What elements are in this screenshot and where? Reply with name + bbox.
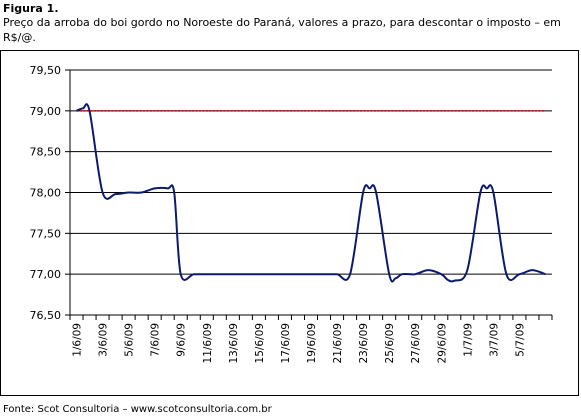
figure-caption: Preço da arroba do boi gordo no Noroeste… bbox=[3, 16, 561, 44]
x-tick-label: 23/6/09 bbox=[358, 323, 370, 363]
x-tick-label: 19/6/09 bbox=[306, 323, 318, 363]
y-tick-label: 79,00 bbox=[30, 105, 62, 118]
x-tick-label: 15/6/09 bbox=[254, 323, 266, 363]
x-tick-label: 27/6/09 bbox=[410, 323, 422, 363]
x-axis-ticks: 1/6/09 3/6/09 5/6/09 7/6/09 9/6/09 11/6/09 13/… bbox=[69, 315, 553, 363]
x-tick-label: 7/6/09 bbox=[150, 323, 162, 357]
figure-label: Figura 1. bbox=[3, 2, 59, 15]
x-tick-label: 5/6/09 bbox=[124, 323, 136, 357]
chart-frame bbox=[0, 50, 579, 396]
x-tick-label: 1/6/09 bbox=[72, 323, 84, 357]
source-note: Fonte: Scot Consultoria – www.scotconsul… bbox=[3, 404, 272, 415]
x-tick-label: 3/6/09 bbox=[98, 323, 110, 357]
price-series-line bbox=[76, 103, 546, 283]
y-tick-label: 76,50 bbox=[30, 309, 62, 322]
x-tick-label: 29/6/09 bbox=[436, 323, 448, 363]
x-tick-label: 17/6/09 bbox=[280, 323, 292, 363]
y-tick-label: 77,50 bbox=[30, 227, 62, 240]
y-axis-ticks: 79,50 79,00 78,50 78,00 77,50 77,00 76,50 bbox=[30, 64, 70, 322]
x-tick-label: 13/6/09 bbox=[228, 323, 240, 363]
x-tick-label: 1/7/09 bbox=[462, 323, 474, 357]
axes bbox=[69, 70, 552, 316]
x-tick-label: 5/7/09 bbox=[514, 323, 526, 357]
line-chart: 79,50 79,00 78,50 78,00 77,50 77,00 76,50 1/6/… bbox=[30, 64, 553, 363]
y-tick-label: 77,00 bbox=[30, 268, 62, 281]
x-tick-label: 3/7/09 bbox=[488, 323, 500, 357]
y-tick-label: 79,50 bbox=[30, 64, 62, 77]
x-tick-label: 9/6/09 bbox=[176, 323, 188, 357]
y-tick-label: 78,00 bbox=[30, 187, 62, 200]
x-tick-label: 25/6/09 bbox=[384, 323, 396, 363]
x-tick-label: 11/6/09 bbox=[202, 323, 214, 363]
x-tick-label: 21/6/09 bbox=[332, 323, 344, 363]
y-tick-label: 78,50 bbox=[30, 146, 62, 159]
